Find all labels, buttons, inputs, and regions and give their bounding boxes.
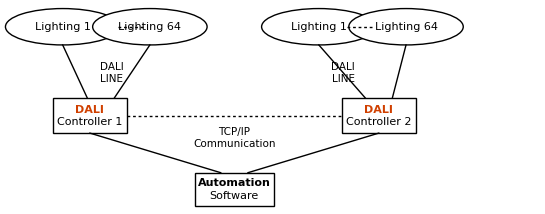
Ellipse shape xyxy=(93,9,207,45)
Text: DALI: DALI xyxy=(76,105,104,114)
Text: DALI
LINE: DALI LINE xyxy=(331,62,355,83)
Text: Controller 1: Controller 1 xyxy=(57,117,123,127)
Bar xyxy=(342,98,415,133)
Ellipse shape xyxy=(349,9,463,45)
Ellipse shape xyxy=(262,9,376,45)
Text: TCP/IP
Communication: TCP/IP Communication xyxy=(193,127,276,149)
Text: Lighting 1: Lighting 1 xyxy=(291,22,347,32)
Text: Software: Software xyxy=(210,191,259,201)
Text: Lighting 1: Lighting 1 xyxy=(35,22,90,32)
Text: Automation: Automation xyxy=(198,178,271,188)
Text: Controller 2: Controller 2 xyxy=(346,117,411,127)
Text: Lighting 64: Lighting 64 xyxy=(374,22,438,32)
Bar xyxy=(195,173,274,206)
Bar xyxy=(53,98,126,133)
Text: DALI
LINE: DALI LINE xyxy=(100,62,124,83)
Text: DALI: DALI xyxy=(365,105,393,114)
Text: Lighting 64: Lighting 64 xyxy=(118,22,181,32)
Ellipse shape xyxy=(5,9,120,45)
